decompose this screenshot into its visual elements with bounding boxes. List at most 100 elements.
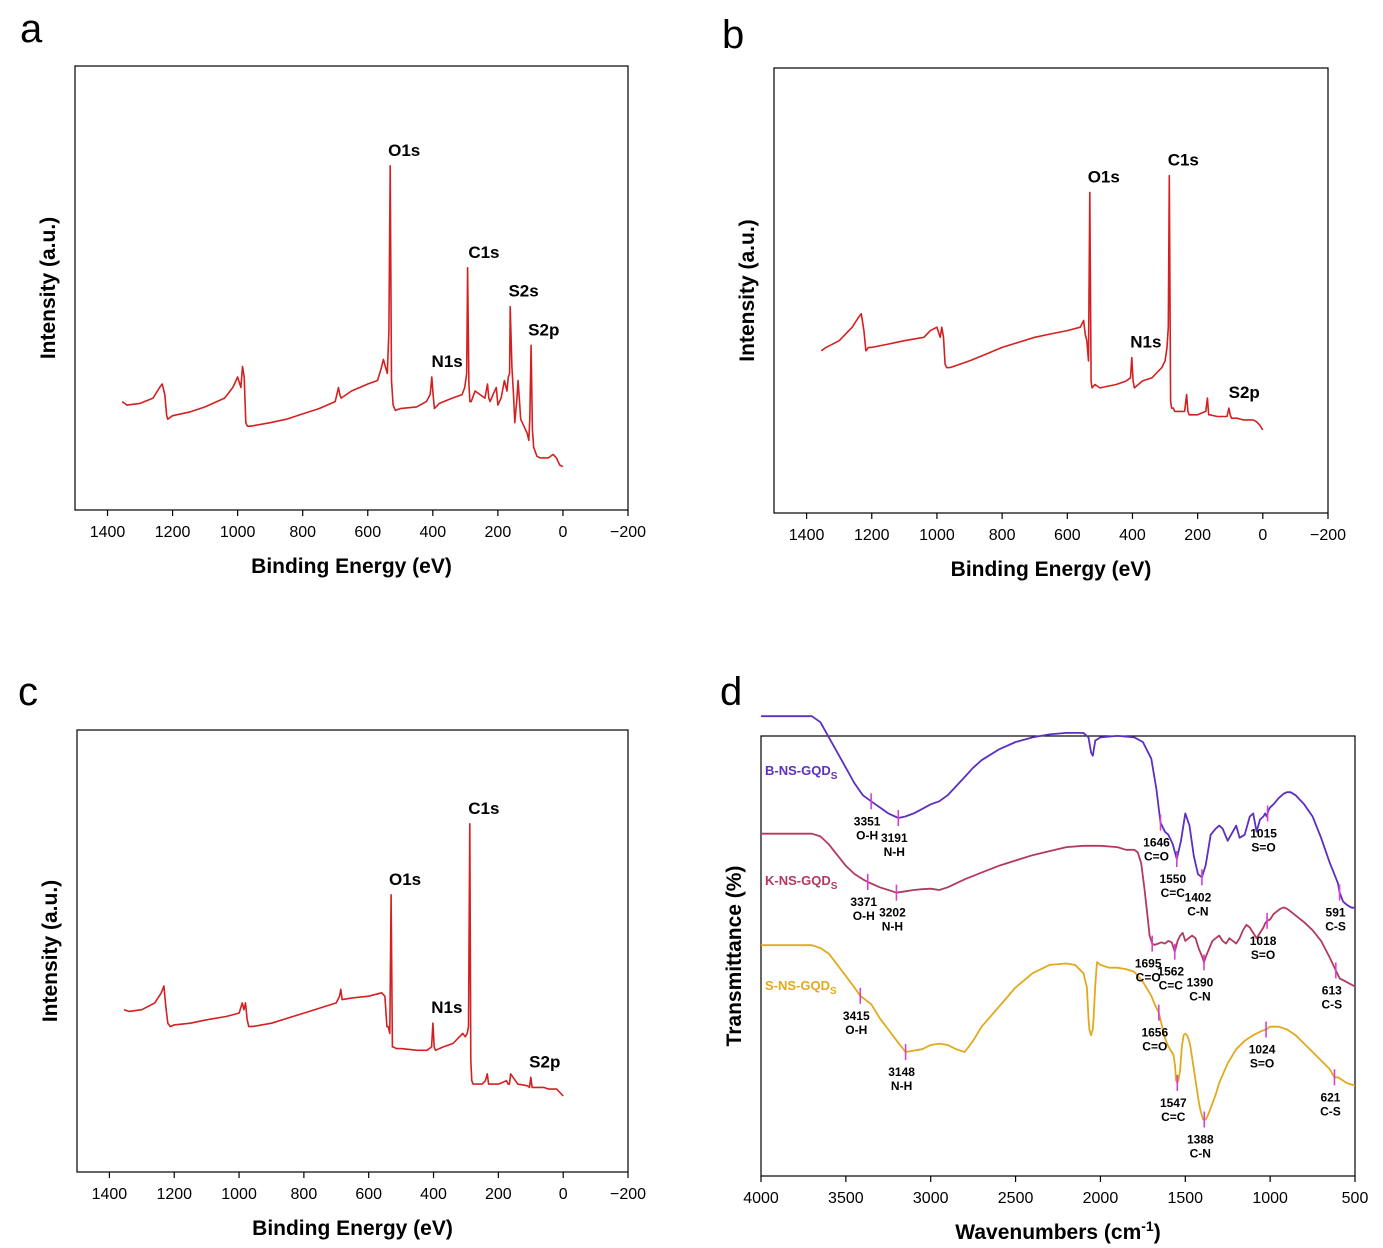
peak-bond: N-H bbox=[882, 920, 903, 934]
peak-bond: C=O bbox=[1142, 1040, 1167, 1054]
peak-wavenumber: 3415 bbox=[843, 1009, 870, 1023]
peak-bond: C-N bbox=[1189, 989, 1210, 1003]
peak-wavenumber: 3371 bbox=[850, 895, 877, 909]
x-tick-label: 500 bbox=[1342, 1190, 1369, 1207]
peak-wavenumber: 1024 bbox=[1249, 1043, 1276, 1057]
x-tick-label: −200 bbox=[1310, 527, 1346, 544]
x-tick-label: 600 bbox=[1054, 527, 1081, 544]
x-tick-label: 400 bbox=[1119, 527, 1146, 544]
peak-bond: C=O bbox=[1136, 971, 1161, 985]
x-tick-label: 1200 bbox=[854, 527, 890, 544]
peak-wavenumber: 1562 bbox=[1157, 965, 1184, 979]
peak-bond: O-H bbox=[853, 909, 875, 923]
x-tick-label: 600 bbox=[355, 1186, 382, 1203]
peak-bond: C-S bbox=[1320, 1104, 1341, 1118]
x-tick-label: −200 bbox=[610, 1186, 646, 1203]
x-tick-label: 1000 bbox=[221, 1186, 257, 1203]
peak-wavenumber: 621 bbox=[1320, 1090, 1340, 1104]
x-tick-label: 1000 bbox=[919, 527, 955, 544]
x-tick-label: 400 bbox=[420, 1186, 447, 1203]
peak-wavenumber: 3191 bbox=[881, 831, 908, 845]
peak-wavenumber: 1547 bbox=[1160, 1096, 1187, 1110]
peak-bond: C=C bbox=[1161, 886, 1186, 900]
peak-label-n1s: N1s bbox=[1130, 333, 1161, 352]
x-tick-label: 4000 bbox=[743, 1190, 779, 1207]
x-tick-label: 200 bbox=[1184, 527, 1211, 544]
x-axis-title: Binding Energy (eV) bbox=[251, 555, 452, 578]
peak-bond: C-S bbox=[1321, 997, 1342, 1011]
x-tick-label: 200 bbox=[485, 1186, 512, 1203]
x-tick-label: 2500 bbox=[998, 1190, 1034, 1207]
x-tick-label: 400 bbox=[419, 524, 446, 541]
peak-bond: N-H bbox=[884, 845, 905, 859]
peak-wavenumber: 591 bbox=[1326, 905, 1346, 919]
peak-wavenumber: 1695 bbox=[1135, 957, 1162, 971]
y-axis-title: Transmittance (%) bbox=[723, 866, 746, 1047]
peak-bond: C=O bbox=[1144, 850, 1169, 864]
peak-wavenumber: 1018 bbox=[1250, 934, 1277, 948]
x-tick-label: 1200 bbox=[155, 524, 191, 541]
x-axis-title: Wavenumbers (cm-1) bbox=[955, 1218, 1160, 1244]
panel-a: a 1400 1200 1000 800 600 400 200 0 −200 Binding En… bbox=[20, 7, 646, 578]
peak-bond: N-H bbox=[891, 1079, 912, 1093]
peak-label-o1s: O1s bbox=[388, 141, 420, 160]
x-axis-title-sup: -1 bbox=[1141, 1218, 1154, 1234]
x-tick-label: 1400 bbox=[789, 527, 825, 544]
peak-wavenumber: 613 bbox=[1322, 983, 1342, 997]
peak-wavenumber: 1550 bbox=[1159, 872, 1186, 886]
peak-wavenumber: 1646 bbox=[1143, 836, 1170, 850]
panel-letter-b: b bbox=[722, 13, 744, 57]
peak-wavenumber: 1388 bbox=[1187, 1132, 1214, 1146]
x-tick-label: 0 bbox=[1258, 527, 1267, 544]
x-axis-title-end: ) bbox=[1154, 1221, 1161, 1244]
peak-bond: C-N bbox=[1187, 904, 1208, 918]
x-axis-title: Binding Energy (eV) bbox=[951, 558, 1152, 581]
panel-letter-d: d bbox=[720, 670, 742, 714]
plot-frame bbox=[760, 735, 1356, 1177]
peak-label-n1s: N1s bbox=[432, 352, 463, 371]
x-tick-label: 200 bbox=[485, 524, 512, 541]
y-axis-title: Intensity (a.u.) bbox=[37, 217, 60, 359]
x-tick-label: 1000 bbox=[220, 524, 256, 541]
x-tick-label: 3000 bbox=[913, 1190, 949, 1207]
panel-d: d 4000 3500 3000 2500 2000 1500 1000 500 Wavenumb… bbox=[720, 670, 1368, 1244]
peak-bond: O-H bbox=[856, 828, 878, 842]
plot-frame bbox=[76, 729, 629, 1173]
peak-label-s2p: S2p bbox=[1229, 383, 1260, 402]
series-label-subscript: S bbox=[831, 881, 838, 892]
x-tick-label: 3500 bbox=[828, 1190, 864, 1207]
x-tick-label: 0 bbox=[559, 1186, 568, 1203]
x-tick-label: 800 bbox=[289, 524, 316, 541]
x-tick-label: −200 bbox=[610, 524, 646, 541]
x-tick-label: 1400 bbox=[90, 524, 126, 541]
peak-wavenumber: 1390 bbox=[1187, 975, 1214, 989]
x-tick-label: 1400 bbox=[92, 1186, 128, 1203]
plot-frame bbox=[74, 65, 629, 511]
peak-wavenumber: 1015 bbox=[1250, 826, 1277, 840]
panel-b: b 1400 1200 1000 800 600 400 200 0 −200 Binding En… bbox=[722, 13, 1346, 581]
peak-label-s2s: S2s bbox=[508, 282, 538, 301]
x-tick-label: 2000 bbox=[1083, 1190, 1119, 1207]
peak-wavenumber: 1402 bbox=[1185, 890, 1212, 904]
peak-bond: S=O bbox=[1251, 948, 1275, 962]
series-label: B-NS-GQDS bbox=[765, 763, 838, 782]
peak-label-n1s: N1s bbox=[431, 998, 462, 1017]
peak-label-s2p: S2p bbox=[529, 1052, 560, 1071]
panel-letter-a: a bbox=[20, 7, 43, 51]
peak-label-o1s: O1s bbox=[1088, 167, 1120, 186]
y-axis-title: Intensity (a.u.) bbox=[736, 219, 759, 361]
x-tick-label: 1500 bbox=[1167, 1190, 1203, 1207]
x-tick-label: 800 bbox=[291, 1186, 318, 1203]
peak-bond: S=O bbox=[1250, 1057, 1274, 1071]
peak-bond: C=C bbox=[1159, 979, 1184, 993]
ftir-series-line bbox=[761, 832, 1356, 988]
peak-label-s2p: S2p bbox=[528, 320, 559, 339]
peak-wavenumber: 3351 bbox=[854, 814, 881, 828]
panel-c: c 1400 1200 1000 800 600 400 200 0 −200 Binding En… bbox=[18, 670, 646, 1240]
peak-bond: C=C bbox=[1161, 1110, 1186, 1124]
peak-wavenumber: 1656 bbox=[1141, 1026, 1168, 1040]
xps-spectrum-line bbox=[123, 822, 564, 1097]
peak-label-c1s: C1s bbox=[1168, 151, 1199, 170]
xps-spectrum-line bbox=[121, 165, 564, 468]
